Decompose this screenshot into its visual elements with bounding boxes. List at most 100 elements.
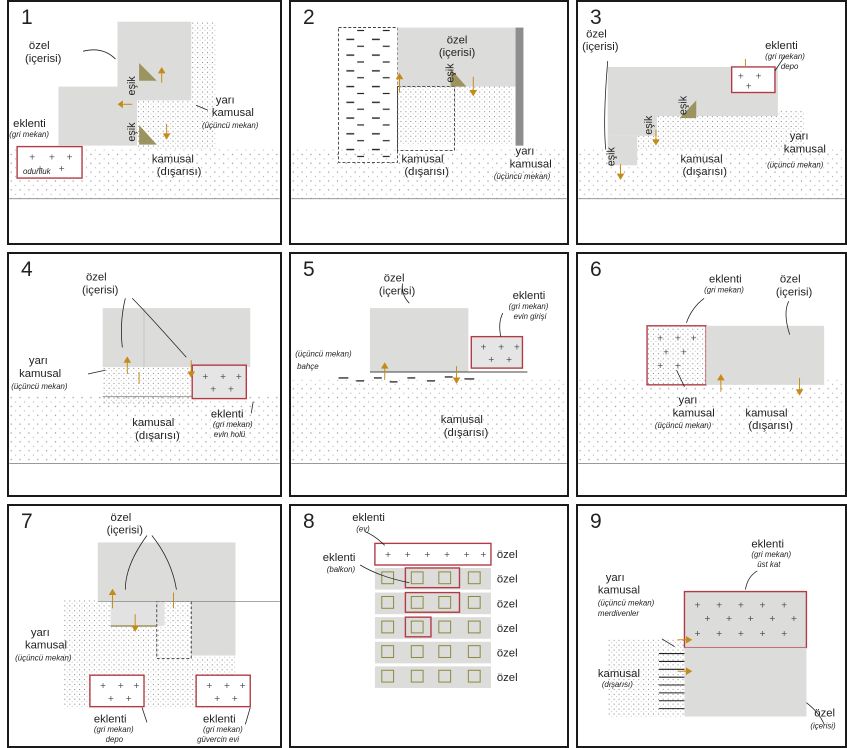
p3-depo: depo: [781, 62, 799, 71]
p2-yari: yarı: [516, 145, 535, 157]
svg-text:+: +: [202, 372, 209, 381]
semi-public-zone: [102, 362, 197, 404]
panel-7-number: 7: [21, 510, 33, 533]
access-arrows: [117, 66, 171, 140]
p3-ucuncu: (üçüncü mekan): [767, 160, 824, 169]
svg-text:+: +: [224, 681, 231, 690]
p1-esik-upper: eşik: [126, 76, 138, 96]
p8-ozel-3: özel: [497, 598, 518, 610]
svg-text:+: +: [675, 334, 682, 343]
p1-kamusal-semi: kamusal: [212, 107, 254, 119]
p5-icerisi: (içerisi): [379, 285, 416, 297]
p3-kamusal: kamusal: [681, 153, 723, 165]
private-block-upper: [97, 542, 236, 602]
svg-text:+: +: [690, 334, 697, 343]
svg-text:+: +: [498, 342, 505, 351]
p2-kamusal: kamusal: [401, 153, 443, 165]
stairs: [658, 653, 685, 710]
leader-ozel-2: [151, 535, 177, 590]
p6-dis: (dışarısı): [748, 420, 793, 432]
balcony-2: [404, 591, 461, 613]
access-arrows: [677, 635, 693, 676]
floor-3: [374, 592, 491, 615]
semi-public-zone: [397, 86, 514, 146]
svg-text:+: +: [738, 72, 745, 81]
panel-7: + + + + + + + + + + özel (içerisi) yarı kamusa…: [7, 504, 282, 748]
annex-storage: [730, 66, 776, 94]
p1-esik-lower: eşik: [126, 122, 138, 142]
p8-eklenti-ev: eklenti: [352, 512, 385, 524]
leader-eklenti: [499, 312, 504, 337]
svg-text:+: +: [759, 629, 766, 638]
access-arrows: [616, 59, 746, 181]
balcony-1: [404, 567, 461, 589]
svg-text:+: +: [506, 355, 513, 364]
p6-icerisi: (içerisi): [776, 286, 813, 298]
p8-ozel-2: özel: [497, 574, 518, 586]
leader-ozel: [806, 702, 825, 725]
p7-gri-1: (gri mekan): [94, 725, 134, 734]
p1-ozel: özel: [29, 40, 50, 52]
svg-text:+: +: [738, 600, 745, 609]
access-arrows: [108, 588, 175, 632]
public-ground: [291, 149, 567, 199]
access-arrows: [395, 72, 478, 97]
p9-kamusal-semi: kamusal: [598, 585, 640, 597]
balcony-3: [404, 616, 432, 638]
svg-text:+: +: [404, 550, 411, 559]
annex-storage: [89, 674, 145, 708]
panel-6: + + + + + + + eklenti (gri mekan) özel (içer…: [576, 252, 847, 497]
p7-kamusal: kamusal: [25, 640, 67, 652]
private-block-left: [607, 66, 657, 136]
svg-text:+: +: [235, 372, 242, 381]
leader-ozel: [604, 60, 609, 150]
p2-esik: eşik: [445, 63, 457, 83]
svg-text:+: +: [125, 694, 132, 703]
panel-1: + + + + + özel (içerisi) eşik eşik yarı kam…: [7, 0, 282, 245]
p3-dis: (dışarısı): [682, 166, 727, 178]
p6-eklenti: eklenti: [709, 274, 742, 286]
svg-text:+: +: [663, 347, 670, 356]
p3-gri: (gri mekan): [765, 52, 805, 61]
p7-ozel: özel: [111, 512, 132, 524]
annex-dovecote: [195, 674, 251, 708]
p3-kamusal-semi: kamusal: [784, 144, 826, 156]
leader-eklenti: [745, 570, 758, 590]
p4-icerisi: (içerisi): [82, 284, 119, 296]
access-arrows: [123, 356, 196, 384]
panel-3-number: 3: [590, 6, 602, 29]
threshold: [679, 100, 697, 119]
annex-pluses-1: + + + + +: [100, 681, 140, 703]
p5-giris: evin girişi: [514, 312, 547, 321]
p7-guvercin: güvercin evi: [197, 735, 239, 744]
p3-esik-2: eşik: [643, 115, 655, 135]
svg-text:+: +: [206, 681, 213, 690]
leader-ozel: [82, 49, 116, 60]
p6-kamusal-semi: kamusal: [673, 407, 715, 419]
private-block-step: [607, 135, 638, 166]
floor-2: [374, 567, 491, 590]
p5-gri: (gri mekan): [509, 302, 549, 311]
p5-eklenti: eklenti: [513, 290, 546, 302]
p9-ucuncu: (üçüncü mekan): [598, 598, 655, 607]
panel-9: + + + + + + + + + + + + + + + eklenti (gri mekan) üs…: [576, 504, 847, 748]
svg-text:+: +: [214, 694, 221, 703]
svg-text:+: +: [694, 629, 701, 638]
panel-4-number: 4: [21, 258, 33, 281]
p5-bahce: bahçe: [297, 362, 319, 371]
threshold-lower: [139, 124, 157, 145]
svg-text:+: +: [385, 550, 392, 559]
panel-2: özel (içerisi) eşik kamusal (dışarısı) y…: [289, 0, 569, 245]
p7-yari: yarı: [31, 627, 50, 639]
leader-ozel: [785, 301, 791, 335]
p8-ozel-5: özel: [497, 647, 518, 659]
public-ground: [291, 379, 567, 464]
panel-9-diagram: + + + + + + + + + + + + + + + eklenti (gri mekan) üs…: [598, 538, 836, 730]
leader-ozel-1: [121, 298, 126, 348]
svg-text:+: +: [704, 614, 711, 623]
svg-text:+: +: [133, 681, 140, 690]
p4-kamusal: kamusal: [132, 417, 174, 429]
p7-eklenti-2: eklenti: [203, 713, 236, 725]
windows: [381, 571, 481, 683]
svg-text:+: +: [66, 152, 73, 161]
